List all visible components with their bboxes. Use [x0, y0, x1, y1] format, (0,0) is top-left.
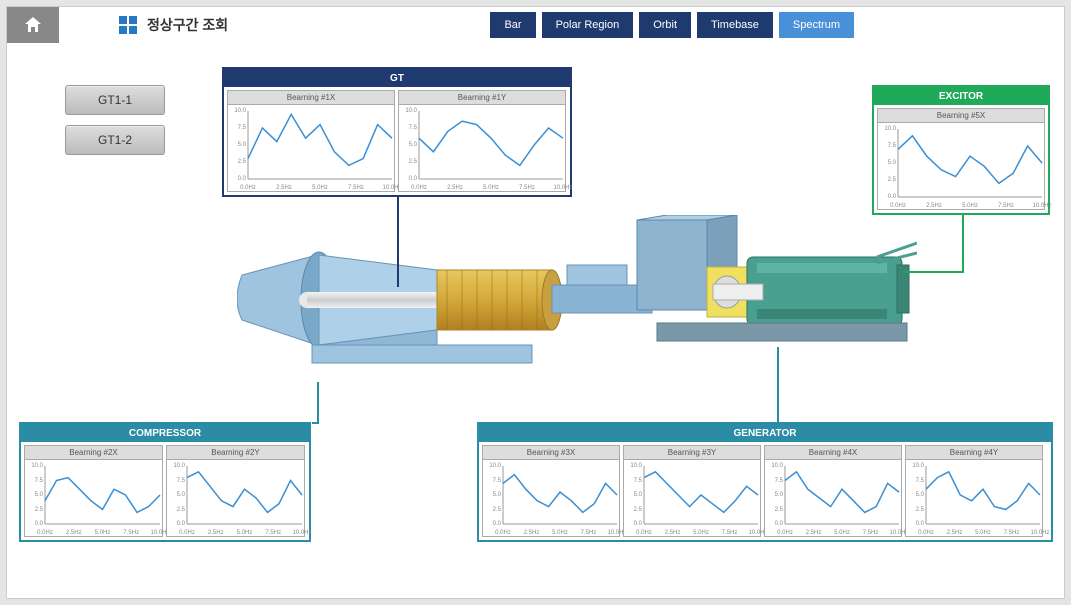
panel-generator: GENERATOR Bearning #3X0.02.55.07.510.00.0…	[477, 422, 1053, 542]
side-button-gt1-2[interactable]: GT1-2	[65, 125, 165, 155]
tab-timebase[interactable]: Timebase	[697, 12, 773, 38]
connector	[962, 211, 964, 271]
connector	[777, 347, 779, 422]
tab-orbit[interactable]: Orbit	[639, 12, 691, 38]
chart-title: Bearning #4X	[765, 446, 901, 460]
chart: Bearning #3Y0.02.55.07.510.00.0Hz2.5Hz5.…	[623, 445, 761, 537]
connector	[902, 271, 964, 273]
grid-icon	[119, 16, 137, 34]
home-icon	[23, 16, 43, 34]
panel-title: COMPRESSOR	[21, 424, 309, 442]
chart: Bearning #2X0.02.55.07.510.00.0Hz2.5Hz5.…	[24, 445, 163, 537]
panel-body: Bearning #3X0.02.55.07.510.00.0Hz2.5Hz5.…	[479, 442, 1051, 540]
panel-gt: GT Bearning #1X0.02.55.07.510.00.0Hz2.5Hz…	[222, 67, 572, 197]
chart-title: Bearning #3Y	[624, 446, 760, 460]
tabs: Bar Polar RegionOrbitTimebaseSpectrum	[490, 12, 854, 38]
connector	[312, 422, 319, 424]
chart-title: Bearning #2Y	[167, 446, 304, 460]
topbar: 정상구간 조회 Bar Polar RegionOrbitTimebaseSpec…	[7, 7, 1064, 43]
chart-title: Bearning #3X	[483, 446, 619, 460]
connector	[317, 382, 319, 422]
chart: Bearning #4Y0.02.55.07.510.00.0Hz2.5Hz5.…	[905, 445, 1043, 537]
chart-title: Bearning #1Y	[399, 91, 565, 105]
panel-body: Bearning #1X0.02.55.07.510.00.0Hz2.5Hz5.…	[224, 87, 570, 195]
tab-bar[interactable]: Bar	[490, 12, 535, 38]
chart: Bearning #2Y0.02.55.07.510.00.0Hz2.5Hz5.…	[166, 445, 305, 537]
side-buttons: GT1-1 GT1-2	[65, 85, 165, 155]
panel-body: Bearning #2X0.02.55.07.510.00.0Hz2.5Hz5.…	[21, 442, 309, 540]
panel-excitor: EXCITOR Bearning #5X0.02.55.07.510.00.0Hz…	[872, 85, 1050, 215]
panel-title: GT	[224, 69, 570, 87]
chart-title: Bearning #2X	[25, 446, 162, 460]
chart: Bearning #1X0.02.55.07.510.00.0Hz2.5Hz5.…	[227, 90, 395, 192]
panel-body: Bearning #5X0.02.55.07.510.00.0Hz2.5Hz5.…	[874, 105, 1048, 213]
turbine-diagram	[237, 215, 917, 415]
page-title: 정상구간 조회	[147, 15, 228, 35]
panel-title: GENERATOR	[479, 424, 1051, 442]
panel-compressor: COMPRESSOR Bearning #2X0.02.55.07.510.00.…	[19, 422, 311, 542]
connector	[397, 193, 399, 287]
tab-spectrum[interactable]: Spectrum	[779, 12, 854, 38]
panel-title: EXCITOR	[874, 87, 1048, 105]
chart: Bearning #5X0.02.55.07.510.00.0Hz2.5Hz5.…	[877, 108, 1045, 210]
chart-title: Bearning #5X	[878, 109, 1044, 123]
chart-title: Bearning #1X	[228, 91, 394, 105]
chart: Bearning #4X0.02.55.07.510.00.0Hz2.5Hz5.…	[764, 445, 902, 537]
chart: Bearning #1Y0.02.55.07.510.00.0Hz2.5Hz5.…	[398, 90, 566, 192]
tab-polar-region[interactable]: Polar Region	[542, 12, 634, 38]
home-button[interactable]	[7, 7, 59, 43]
chart-title: Bearning #4Y	[906, 446, 1042, 460]
main-area: 정상구간 조회 Bar Polar RegionOrbitTimebaseSpec…	[6, 6, 1065, 599]
chart: Bearning #3X0.02.55.07.510.00.0Hz2.5Hz5.…	[482, 445, 620, 537]
side-button-gt1-1[interactable]: GT1-1	[65, 85, 165, 115]
